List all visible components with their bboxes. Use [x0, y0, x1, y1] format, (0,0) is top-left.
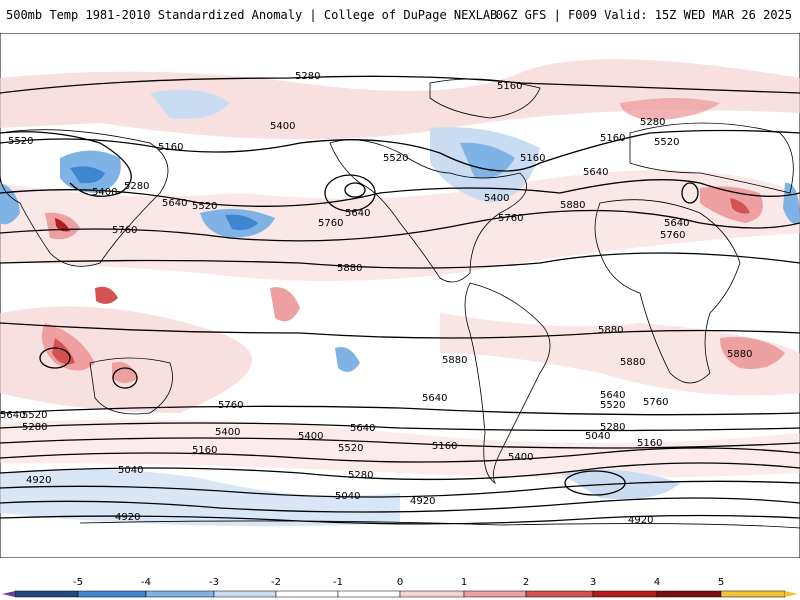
contour-label: 5880 — [620, 357, 645, 368]
contour-label: 5640 — [162, 198, 187, 209]
contour-label: 4920 — [628, 515, 653, 526]
contour-label: 5520 — [192, 201, 217, 212]
contour-label: 5160 — [192, 445, 217, 456]
contour-label: 5640 — [583, 167, 608, 178]
colorbar-tick-label: 2 — [523, 577, 529, 588]
colorbar-segment — [656, 590, 722, 598]
colorbar-min-arrow — [2, 591, 15, 597]
header: 500mb Temp 1981-2010 Standardized Anomal… — [0, 0, 800, 32]
contour-label: 5760 — [112, 225, 137, 236]
contour-label: 5160 — [497, 81, 522, 92]
colorbar-segment — [720, 590, 786, 598]
colorbar-segment — [275, 590, 339, 598]
contour-label: 4920 — [115, 512, 140, 523]
contour-label: 5760 — [218, 400, 243, 411]
contour-label: 5280 — [600, 422, 625, 433]
colorbar-segment — [525, 590, 594, 598]
contour-label: 5040 — [335, 491, 360, 502]
colorbar-tick-label: 1 — [461, 577, 467, 588]
contour-label: 5880 — [337, 263, 362, 274]
colorbar-segment — [463, 590, 527, 598]
colorbar-segment — [213, 590, 277, 598]
contour-label: 5280 — [22, 422, 47, 433]
colorbar-tick-label: 5 — [718, 577, 724, 588]
coastlines — [0, 78, 800, 529]
contour-label: 5520 — [600, 400, 625, 411]
contour-label: 5760 — [660, 230, 685, 241]
contour-label: 5880 — [727, 349, 752, 360]
contour-label: 5640 — [350, 423, 375, 434]
contour-label: 5760 — [318, 218, 343, 229]
contour-label: 5400 — [298, 431, 323, 442]
colorbar-segments — [2, 590, 798, 598]
contour-label: 5040 — [585, 431, 610, 442]
contour-label: 5760 — [498, 213, 523, 224]
contour-label: 5640 — [600, 390, 625, 401]
contour-label: 5640 — [0, 410, 25, 421]
colorbar-segment — [399, 590, 465, 598]
contour-label: 5040 — [118, 465, 143, 476]
colorbar-segment — [14, 590, 79, 598]
colorbar-tick-label: 4 — [654, 577, 660, 588]
contour-label: 5280 — [124, 181, 149, 192]
colorbar: -5 -4 -3 -2 -1 0 1 2 3 4 5 — [2, 577, 798, 598]
contour-label: 5640 — [422, 393, 447, 404]
contour-label: 5160 — [520, 153, 545, 164]
height-contours — [0, 75, 800, 525]
colorbar-segment — [592, 590, 658, 598]
contour-label: 5280 — [295, 71, 320, 82]
contour-label: 5520 — [383, 153, 408, 164]
anomaly-map: 5280 5160 5400 5520 5160 5280 5400 5640 … — [0, 33, 800, 558]
contour-label: 5520 — [22, 410, 47, 421]
contour-label: 4920 — [26, 475, 51, 486]
colorbar-tick-label: -2 — [271, 577, 281, 588]
contour-label: 5520 — [8, 136, 33, 147]
contour-label: 5280 — [348, 470, 373, 481]
contour-label: 5400 — [92, 187, 117, 198]
contour-label: 5400 — [508, 452, 533, 463]
contour-label: 5640 — [345, 208, 370, 219]
contour-label: 5280 — [640, 117, 665, 128]
colorbar-max-arrow — [785, 591, 798, 597]
contour-label: 5400 — [270, 121, 295, 132]
colorbar-labels: -5 -4 -3 -2 -1 0 1 2 3 4 5 — [73, 577, 724, 588]
contour-label: 5400 — [215, 427, 240, 438]
contour-label: 5520 — [654, 137, 679, 148]
anomaly-shading — [0, 59, 800, 527]
contour-label: 5160 — [600, 133, 625, 144]
map-title: 500mb Temp 1981-2010 Standardized Anomal… — [6, 8, 498, 22]
colorbar-tick-label: -4 — [141, 577, 151, 588]
contour-label: 5640 — [664, 218, 689, 229]
contour-label: 5760 — [643, 397, 668, 408]
contour-label: 4920 — [410, 496, 435, 507]
colorbar-segment — [145, 590, 215, 598]
model-valid-time: 06Z GFS | F009 Valid: 15Z WED MAR 26 202… — [495, 8, 792, 22]
contour-label: 5880 — [442, 355, 467, 366]
contour-label: 5880 — [560, 200, 585, 211]
contour-label: 5160 — [158, 142, 183, 153]
colorbar-tick-label: -5 — [73, 577, 83, 588]
contour-label: 5880 — [598, 325, 623, 336]
colorbar-segment — [337, 590, 401, 598]
contour-label: 5520 — [338, 443, 363, 454]
colorbar-tick-label: 3 — [590, 577, 596, 588]
contour-label: 5160 — [637, 438, 662, 449]
contour-label: 5160 — [432, 441, 457, 452]
colorbar-segment — [77, 590, 147, 598]
colorbar-tick-label: 0 — [397, 577, 403, 588]
contour-labels: 5280 5160 5400 5520 5160 5280 5400 5640 … — [0, 71, 752, 526]
colorbar-tick-label: -3 — [209, 577, 219, 588]
colorbar-tick-label: -1 — [333, 577, 343, 588]
contour-label: 5400 — [484, 193, 509, 204]
